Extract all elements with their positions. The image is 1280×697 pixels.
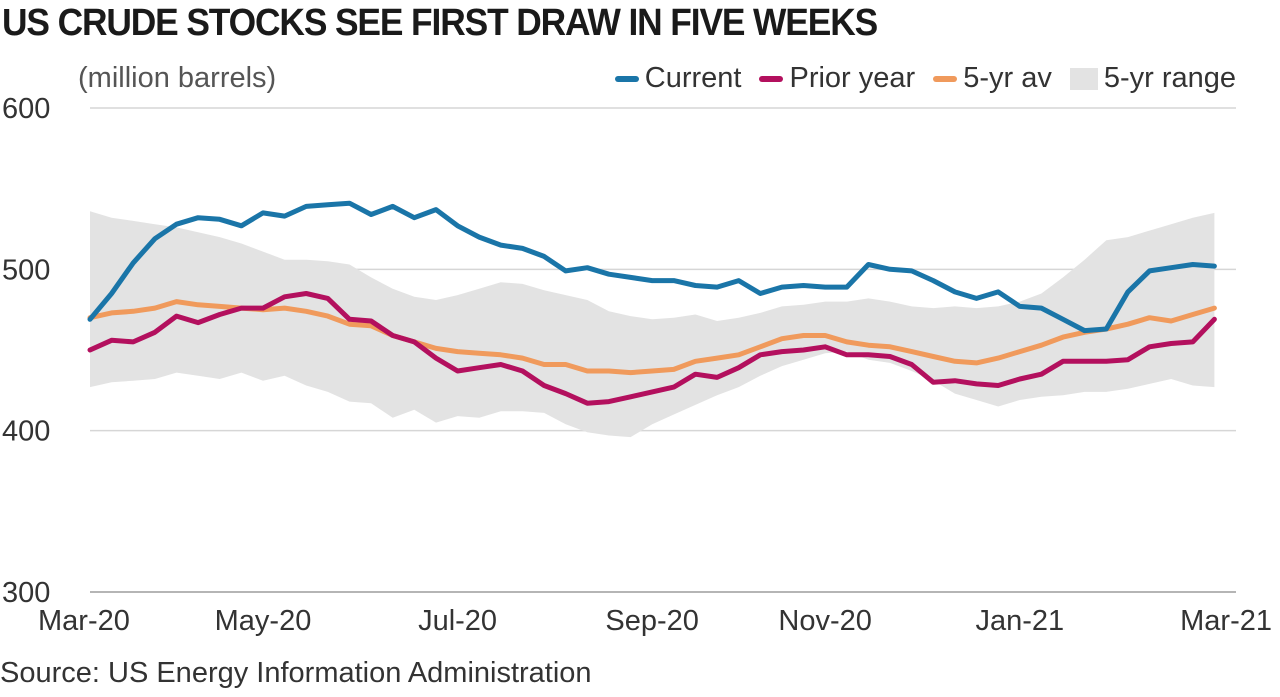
x-tick-label-May-20: May-20: [215, 605, 312, 637]
y-tick-label-300: 300: [2, 577, 50, 609]
y-tick-label-500: 500: [2, 254, 50, 286]
legend-item-current: Current: [614, 62, 742, 95]
series-line-current: [87, 200, 1217, 334]
source-note: Source: US Energy Information Administra…: [0, 657, 592, 689]
series-line-prior: [87, 291, 1217, 406]
legend: Current Prior year 5-yr av 5-yr range: [614, 62, 1236, 95]
chart-title: US CRUDE STOCKS SEE FIRST DRAW IN FIVE W…: [2, 2, 878, 44]
x-tick-label-Jul-20: Jul-20: [418, 605, 497, 637]
legend-label-current: Current: [644, 62, 742, 94]
range-area-layer: [90, 211, 1215, 438]
legend-item-5yr-avg: 5-yr av: [933, 62, 1052, 95]
legend-item-5yr-range: 5-yr range: [1069, 62, 1236, 95]
y-axis-label: (million barrels): [78, 62, 277, 94]
tick-labels-layer: 300 400 500 600 Mar-20 May-20 Jul-20 Sep-20 Nov-…: [2, 93, 1272, 637]
legend-label-prior-year: Prior year: [789, 62, 916, 94]
series-lines-layer: [87, 200, 1217, 406]
legend-swatch-current: [614, 75, 639, 82]
x-tick-label-Mar-21: Mar-21: [1180, 605, 1272, 637]
x-tick-label-Nov-20: Nov-20: [778, 605, 872, 637]
x-tick-label-Mar-20: Mar-20: [38, 605, 130, 637]
legend-swatch-5yr-avg: [933, 75, 958, 82]
y-tick-label-400: 400: [2, 416, 50, 448]
x-tick-label-Sep-20: Sep-20: [605, 605, 699, 637]
legend-swatch-prior-year: [759, 75, 784, 82]
legend-label-5yr-range: 5-yr range: [1103, 62, 1236, 94]
series-area-5yr-range: [90, 211, 1215, 438]
series-line-avg: [87, 299, 1217, 376]
legend-swatch-5yr-range: [1069, 67, 1098, 90]
legend-item-prior-year: Prior year: [759, 62, 915, 95]
legend-label-5yr-avg: 5-yr av: [963, 62, 1052, 94]
y-tick-label-600: 600: [2, 93, 50, 125]
x-tick-label-Jan-21: Jan-21: [975, 605, 1064, 637]
